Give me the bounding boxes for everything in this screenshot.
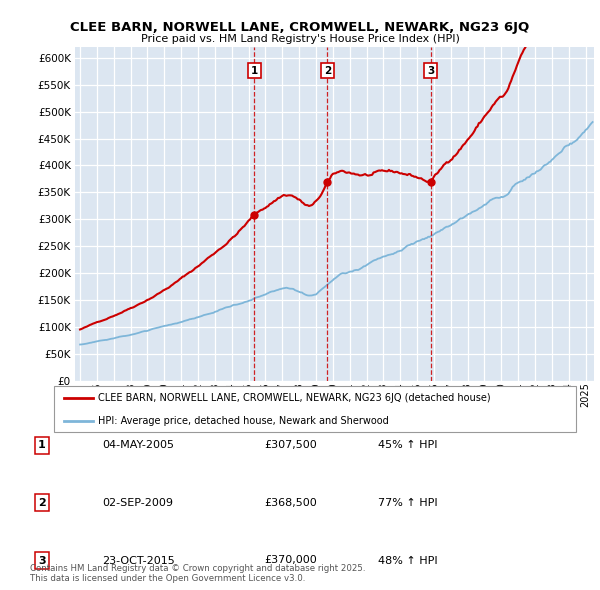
Text: £307,500: £307,500 bbox=[264, 441, 317, 450]
Text: Price paid vs. HM Land Registry's House Price Index (HPI): Price paid vs. HM Land Registry's House … bbox=[140, 34, 460, 44]
Text: 77% ↑ HPI: 77% ↑ HPI bbox=[378, 498, 437, 507]
Text: 48% ↑ HPI: 48% ↑ HPI bbox=[378, 556, 437, 565]
Text: 2: 2 bbox=[323, 65, 331, 76]
Text: CLEE BARN, NORWELL LANE, CROMWELL, NEWARK, NG23 6JQ (detached house): CLEE BARN, NORWELL LANE, CROMWELL, NEWAR… bbox=[98, 394, 491, 404]
Text: £370,000: £370,000 bbox=[264, 556, 317, 565]
Text: CLEE BARN, NORWELL LANE, CROMWELL, NEWARK, NG23 6JQ: CLEE BARN, NORWELL LANE, CROMWELL, NEWAR… bbox=[70, 21, 530, 34]
Text: HPI: Average price, detached house, Newark and Sherwood: HPI: Average price, detached house, Newa… bbox=[98, 416, 389, 426]
Text: 1: 1 bbox=[251, 65, 258, 76]
Text: 02-SEP-2009: 02-SEP-2009 bbox=[102, 498, 173, 507]
Text: £368,500: £368,500 bbox=[264, 498, 317, 507]
Text: 3: 3 bbox=[38, 556, 46, 565]
Text: 04-MAY-2005: 04-MAY-2005 bbox=[102, 441, 174, 450]
FancyBboxPatch shape bbox=[54, 386, 576, 432]
Text: 2: 2 bbox=[38, 498, 46, 507]
Text: 45% ↑ HPI: 45% ↑ HPI bbox=[378, 441, 437, 450]
Text: 23-OCT-2015: 23-OCT-2015 bbox=[102, 556, 175, 565]
Text: 1: 1 bbox=[38, 441, 46, 450]
Text: 3: 3 bbox=[427, 65, 434, 76]
Text: Contains HM Land Registry data © Crown copyright and database right 2025.
This d: Contains HM Land Registry data © Crown c… bbox=[30, 563, 365, 583]
